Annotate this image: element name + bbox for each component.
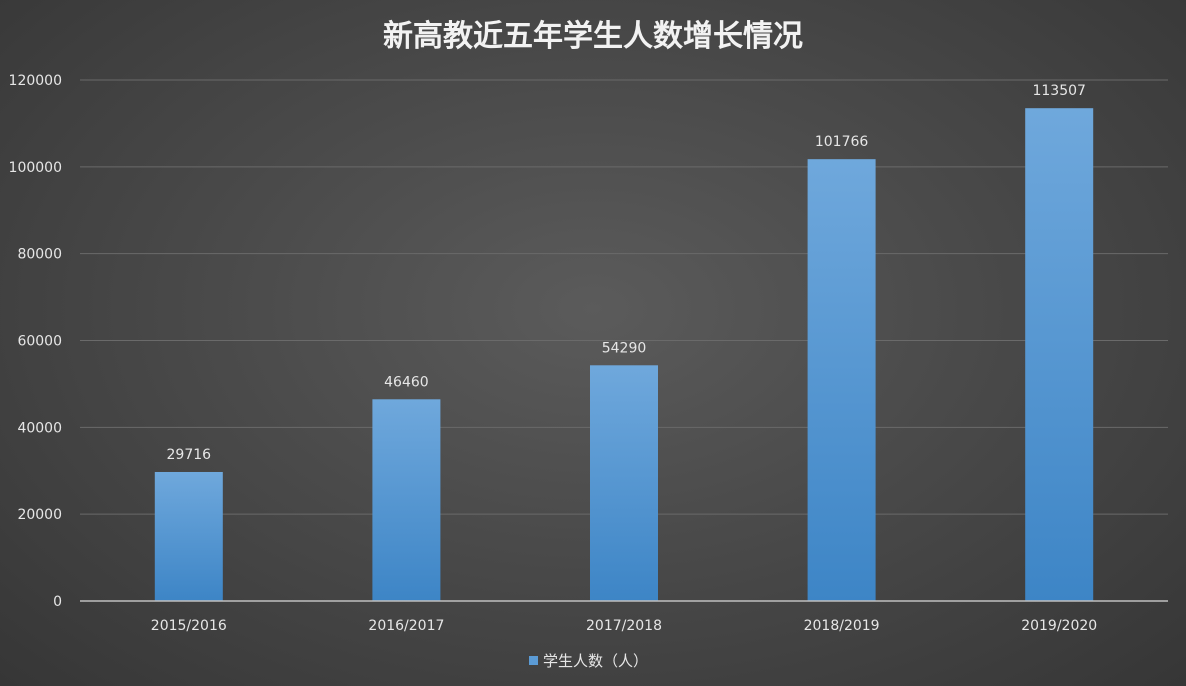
data-label: 29716	[167, 447, 212, 463]
data-label: 54290	[602, 340, 647, 356]
y-tick-label: 0	[53, 594, 62, 610]
legend-marker	[529, 656, 538, 665]
y-axis-ticks: 0 20000 40000 60000 80000 100000 120000	[9, 73, 62, 610]
bar	[372, 399, 441, 601]
data-labels: 29716 46460 54290 101766 113507	[167, 83, 1086, 463]
y-tick-label: 80000	[17, 247, 62, 263]
gridlines	[80, 79, 1168, 515]
bar	[807, 159, 876, 601]
legend-label: 学生人数（人）	[543, 652, 648, 670]
chart-title: 新高教近五年学生人数增长情况	[383, 19, 803, 54]
data-label: 101766	[815, 134, 869, 150]
x-tick-label: 2015/2016	[151, 618, 227, 634]
bar	[590, 365, 658, 601]
legend: 学生人数（人）	[529, 652, 648, 670]
data-label: 46460	[384, 374, 429, 390]
data-label: 113507	[1032, 83, 1085, 99]
y-tick-label: 60000	[17, 334, 62, 350]
x-axis-ticks: 2015/2016 2016/2017 2017/2018 2018/2019 2019…	[151, 618, 1097, 634]
x-tick-label: 2017/2018	[586, 618, 662, 634]
x-tick-label: 2016/2017	[368, 618, 444, 634]
x-tick-label: 2018/2019	[804, 618, 880, 634]
y-tick-label: 120000	[9, 73, 62, 89]
bar	[154, 471, 223, 601]
x-tick-label: 2019/2020	[1021, 618, 1097, 634]
y-tick-label: 100000	[9, 160, 62, 176]
y-tick-label: 20000	[17, 507, 62, 523]
bars	[154, 108, 1094, 602]
y-tick-label: 40000	[17, 420, 62, 436]
bar	[1025, 108, 1094, 602]
